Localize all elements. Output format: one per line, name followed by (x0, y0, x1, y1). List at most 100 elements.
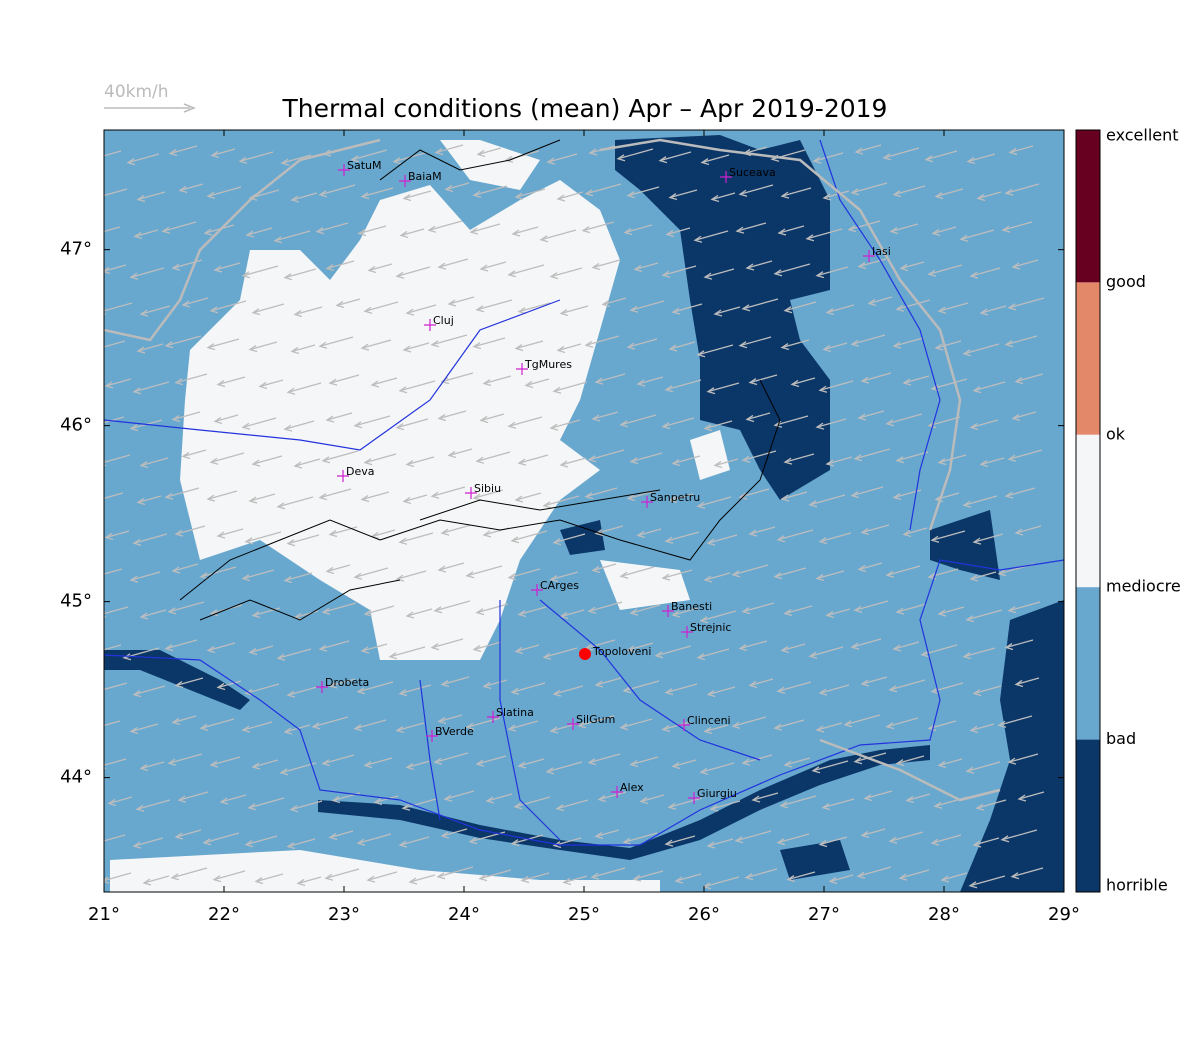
wind-arrow (357, 833, 392, 844)
wind-arrowhead (283, 273, 293, 281)
wind-arrowhead (135, 804, 145, 812)
wind-arrow (662, 417, 695, 428)
wind-arrow (707, 382, 740, 393)
wind-arrow (736, 222, 767, 232)
wind-arrowhead (854, 147, 864, 155)
wind-arrowhead (783, 609, 793, 617)
wind-arrow (624, 224, 653, 234)
wind-arrowhead (367, 265, 377, 274)
wind-arrow (1005, 335, 1038, 346)
city-label: Strejnic (690, 621, 731, 634)
wind-arrowhead (937, 609, 947, 617)
wind-arrow (274, 230, 311, 242)
wind-arrow (675, 873, 702, 882)
wind-arrow (470, 223, 501, 233)
wind-arrow (214, 414, 239, 423)
wind-arrow (525, 378, 550, 387)
y-tick-label: 46° (60, 415, 92, 436)
wind-arrowhead (539, 235, 549, 243)
site-marker (579, 648, 591, 660)
wind-arrow (585, 183, 622, 195)
city-label: BaiaM (408, 170, 442, 183)
wind-arrowhead (479, 415, 489, 424)
wind-arrow (441, 676, 470, 686)
wind-arrow (784, 453, 815, 463)
wind-arrowhead (933, 801, 943, 809)
wind-arrowhead (465, 571, 475, 579)
city-label: BVerde (435, 725, 474, 738)
wind-arrowhead (892, 644, 902, 652)
wind-arrow (812, 760, 849, 772)
wind-arrow (896, 603, 927, 613)
wind-arrow (325, 868, 360, 879)
wind-arrowhead (482, 379, 492, 387)
wind-arrowhead (170, 873, 180, 881)
wind-arrow (780, 795, 817, 807)
wind-arrowhead (139, 461, 149, 469)
borders (104, 138, 1001, 802)
city-label: Suceava (729, 166, 776, 179)
wind-arrow (704, 420, 733, 430)
wind-arrow (970, 419, 999, 429)
wind-arrowhead (206, 191, 216, 199)
wind-arrowhead (447, 299, 457, 307)
wind-arrowhead (360, 646, 370, 654)
title: Thermal conditions (mean) Apr – Apr 2019… (282, 94, 888, 123)
wind-arrowhead (433, 757, 443, 765)
wind-arrow (406, 608, 433, 617)
wind-arrow (630, 452, 663, 463)
wind-arrowhead (629, 760, 639, 768)
wind-arrow (966, 609, 1003, 621)
wind-arrow (662, 721, 691, 731)
wind-arrow (854, 600, 889, 611)
wind-arrowhead (440, 831, 450, 839)
wind-arrowhead (89, 726, 96, 732)
wind-arrow (104, 568, 123, 575)
city-marker (720, 171, 732, 183)
wind-arrowhead (895, 759, 905, 767)
wind-arrow (371, 529, 396, 538)
wind-arrow (361, 643, 388, 652)
wind-arrowhead (1001, 225, 1011, 233)
wind-arrowhead (1004, 643, 1014, 651)
wind-arrow (329, 526, 358, 536)
wind-arrowhead (546, 157, 556, 165)
wind-arrow (963, 343, 1000, 355)
city-label: Iasi (872, 245, 891, 258)
wind-arrow (515, 188, 546, 198)
wind-arrow (162, 221, 197, 232)
city-marker (424, 319, 436, 331)
wind-arrow (980, 457, 1005, 466)
wind-arrow (319, 640, 350, 650)
wind-arrowhead (356, 838, 366, 846)
wind-arrow (133, 685, 166, 696)
wind-arrowhead (395, 423, 405, 431)
wind-arrow (777, 833, 810, 844)
wind-arrowhead (629, 457, 639, 465)
wind-arrow (361, 339, 392, 349)
wind-arrowhead (972, 689, 982, 697)
wind-arrowhead (161, 226, 171, 234)
wind-arrowhead (104, 532, 114, 541)
wind-arrowhead (748, 529, 758, 537)
wind-arrow (480, 413, 505, 422)
wind-arrow (406, 456, 435, 466)
wind-arrow (364, 757, 393, 767)
wind-arrow (1015, 677, 1040, 686)
wind-arrow (707, 838, 734, 847)
wind-arrowhead (591, 565, 601, 574)
wind-arrow (242, 265, 279, 277)
wind-arrowhead (937, 760, 947, 769)
wind-arrow (291, 192, 318, 201)
wind-arrow (752, 792, 779, 801)
wind-arrow (710, 800, 741, 810)
wind-arrow (105, 378, 132, 387)
wind-arrowhead (472, 342, 482, 350)
wind-arrow (701, 154, 730, 164)
wind-arrow (774, 567, 807, 578)
wind-arrow (928, 568, 959, 578)
wind-arrowhead (920, 650, 930, 658)
wind-arrow (210, 756, 241, 766)
wind-arrowhead (286, 387, 296, 395)
wind-arrowhead (360, 495, 370, 503)
